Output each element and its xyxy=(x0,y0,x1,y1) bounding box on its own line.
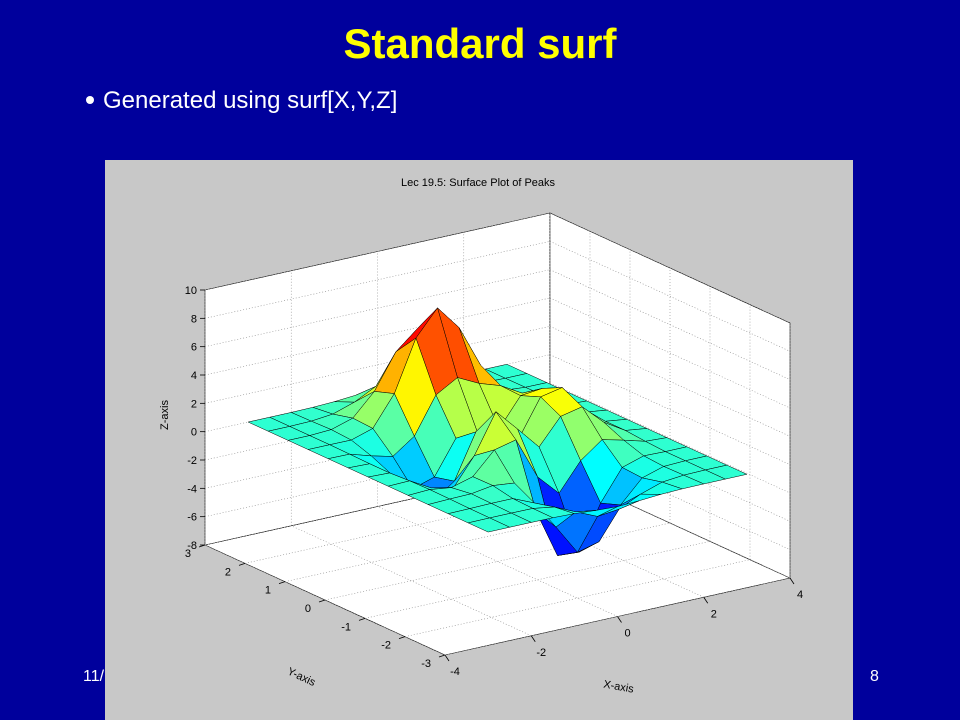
grid-line xyxy=(204,269,551,347)
grid-line xyxy=(324,522,671,601)
y-tick-label: 2 xyxy=(225,566,231,578)
z-tick-label: -4 xyxy=(187,483,197,495)
grid-line xyxy=(204,297,551,376)
x-tick-label: 2 xyxy=(711,608,717,620)
tick-mark xyxy=(438,654,446,658)
grid-line xyxy=(404,559,751,637)
x-tick-label: 0 xyxy=(624,628,630,640)
grid-line xyxy=(549,326,791,437)
bullet-text: Generated using surf[X,Y,Z] xyxy=(103,87,397,114)
grid-line xyxy=(549,439,791,550)
tick-mark xyxy=(444,654,450,662)
y-tick-label: -2 xyxy=(381,640,391,652)
y-tick-label: 1 xyxy=(265,585,271,597)
tick-mark xyxy=(398,636,406,640)
chart-title: Lec 19.5: Surface Plot of Peaks xyxy=(401,177,556,189)
grid-line xyxy=(549,297,791,409)
tick-mark xyxy=(278,581,286,585)
z-tick-label: 2 xyxy=(191,398,197,410)
grid-line xyxy=(204,212,551,291)
x-tick-label: -4 xyxy=(450,666,460,678)
z-tick-label: 6 xyxy=(191,342,197,354)
tick-mark xyxy=(530,635,536,642)
tick-mark xyxy=(789,577,795,585)
y-tick-label: 0 xyxy=(305,603,311,615)
x-tick-label: -2 xyxy=(536,647,546,659)
slide-title: Standard surf xyxy=(343,20,617,67)
grid-line xyxy=(549,467,791,579)
x-axis-label: X-axis xyxy=(602,678,635,695)
tick-mark xyxy=(238,562,246,566)
y-tick-label: -1 xyxy=(341,621,351,633)
page-number: 8 xyxy=(870,668,879,685)
z-tick-label: -2 xyxy=(187,455,197,467)
z-tick-label: 4 xyxy=(191,370,197,382)
y-tick-label: 3 xyxy=(185,548,191,560)
surface-patch xyxy=(467,517,511,533)
z-tick-label: 8 xyxy=(191,313,197,325)
tick-mark xyxy=(703,597,709,604)
grid-line xyxy=(549,354,791,465)
figure: Lec 19.5: Surface Plot of Peaks -4 -2 0 2 4 -… xyxy=(105,160,853,720)
z-tick-label: 0 xyxy=(191,427,197,439)
y-tick-label: -3 xyxy=(421,658,431,670)
z-tick-label: -6 xyxy=(187,512,197,524)
grid-line xyxy=(549,241,791,352)
z-tick-label: 10 xyxy=(185,285,197,297)
grid-line xyxy=(291,525,532,637)
grid-line xyxy=(204,326,551,404)
z-axis-label: Z-axis xyxy=(159,400,171,430)
grid-line xyxy=(549,212,791,324)
grid-line xyxy=(364,541,711,619)
grid-line xyxy=(549,269,791,380)
footer-date: 11/ xyxy=(83,668,105,685)
x-tick-label: 4 xyxy=(797,589,803,601)
tick-mark xyxy=(318,599,326,603)
tick-mark xyxy=(358,617,366,621)
grid-line xyxy=(444,577,791,656)
grid-line xyxy=(549,382,791,494)
bullet-dot xyxy=(86,96,94,104)
tick-mark xyxy=(617,616,622,623)
grid-line xyxy=(377,506,618,617)
z-tick-label: -8 xyxy=(187,540,197,552)
grid-line xyxy=(204,241,551,319)
